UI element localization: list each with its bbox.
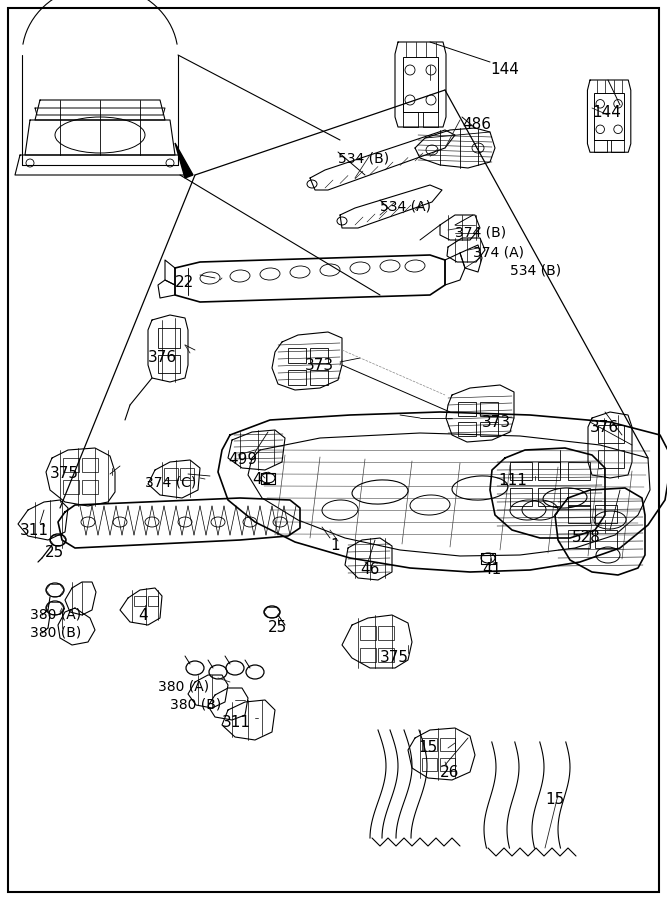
- Bar: [598, 450, 624, 468]
- Text: 380 (A): 380 (A): [30, 608, 81, 622]
- Text: 4: 4: [138, 608, 147, 623]
- Text: 380 (A): 380 (A): [158, 680, 209, 694]
- Text: 374 (A): 374 (A): [473, 245, 524, 259]
- Text: 144: 144: [592, 105, 621, 120]
- Bar: [310, 348, 328, 363]
- Bar: [440, 758, 455, 771]
- Bar: [134, 596, 146, 606]
- Bar: [568, 505, 590, 523]
- Bar: [480, 422, 498, 436]
- Bar: [288, 370, 306, 385]
- Text: 311: 311: [20, 523, 49, 538]
- Text: 380 (B): 380 (B): [30, 625, 81, 639]
- Bar: [538, 488, 560, 506]
- Bar: [510, 462, 532, 480]
- Text: 380 (B): 380 (B): [170, 698, 221, 712]
- Bar: [158, 328, 180, 348]
- Text: 41: 41: [482, 562, 501, 577]
- Bar: [568, 530, 590, 548]
- Text: 26: 26: [440, 765, 460, 780]
- Bar: [63, 458, 79, 472]
- Text: 373: 373: [305, 358, 334, 373]
- Bar: [378, 626, 394, 640]
- Text: 15: 15: [545, 792, 564, 807]
- Bar: [288, 348, 306, 363]
- Bar: [458, 422, 476, 436]
- Bar: [595, 530, 617, 548]
- Bar: [148, 596, 158, 606]
- Text: 534 (B): 534 (B): [510, 263, 561, 277]
- Polygon shape: [175, 143, 193, 178]
- Text: 534 (B): 534 (B): [338, 152, 389, 166]
- Text: 144: 144: [490, 62, 519, 77]
- Bar: [378, 648, 394, 662]
- Text: 373: 373: [482, 415, 511, 430]
- Bar: [568, 462, 590, 480]
- Text: 41: 41: [252, 472, 271, 487]
- Bar: [403, 57, 438, 112]
- Bar: [164, 468, 178, 480]
- Bar: [422, 758, 437, 771]
- Text: 376: 376: [148, 350, 177, 365]
- Bar: [594, 93, 624, 140]
- Bar: [568, 488, 590, 506]
- Text: 311: 311: [222, 715, 251, 730]
- Text: 15: 15: [418, 740, 438, 755]
- Text: 375: 375: [50, 466, 79, 481]
- Text: 534 (A): 534 (A): [380, 200, 431, 214]
- Text: 528: 528: [572, 530, 601, 545]
- Text: 499: 499: [228, 452, 257, 467]
- Text: 375: 375: [380, 650, 409, 665]
- Bar: [595, 505, 617, 523]
- Bar: [82, 458, 98, 472]
- Bar: [458, 402, 476, 416]
- Bar: [63, 480, 79, 494]
- Bar: [82, 480, 98, 494]
- Bar: [538, 462, 560, 480]
- Bar: [310, 370, 328, 385]
- Text: 1: 1: [330, 538, 340, 553]
- Text: 25: 25: [268, 620, 287, 635]
- Bar: [440, 738, 455, 751]
- Bar: [180, 468, 194, 480]
- Text: 22: 22: [175, 275, 194, 290]
- Text: 46: 46: [360, 562, 380, 577]
- Text: 374 (B): 374 (B): [455, 225, 506, 239]
- Text: 25: 25: [45, 545, 64, 560]
- Bar: [360, 626, 376, 640]
- Text: 486: 486: [462, 117, 491, 132]
- Bar: [422, 738, 437, 751]
- Text: 111: 111: [498, 473, 527, 488]
- Bar: [480, 402, 498, 416]
- Bar: [360, 648, 376, 662]
- Bar: [158, 355, 180, 373]
- Bar: [598, 425, 624, 443]
- Text: 376: 376: [590, 420, 619, 435]
- Bar: [510, 488, 532, 506]
- Text: 374 (C): 374 (C): [145, 476, 196, 490]
